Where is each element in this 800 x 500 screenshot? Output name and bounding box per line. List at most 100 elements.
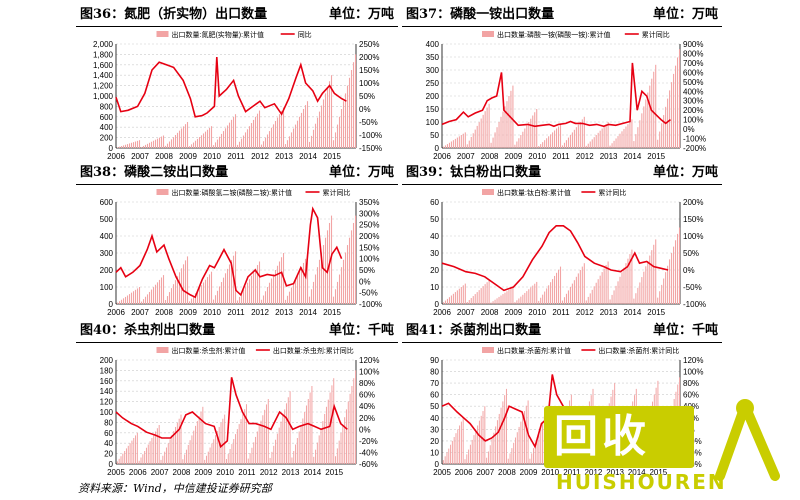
bar: [286, 295, 289, 304]
bar: [213, 439, 215, 464]
bar: [122, 298, 125, 304]
bar: [164, 145, 167, 148]
bar: [290, 287, 293, 304]
bar: [185, 449, 187, 464]
bar: [583, 116, 585, 148]
x-tick-label: 2012: [251, 152, 269, 161]
y-right-tick-label: -200%: [683, 144, 706, 153]
bar: [450, 141, 452, 148]
x-tick-label: 2015: [323, 152, 341, 161]
bar: [546, 138, 548, 148]
bar: [262, 295, 265, 304]
y-right-tick-label: -100%: [359, 300, 382, 309]
bar: [486, 107, 488, 148]
bar: [635, 134, 637, 148]
bar: [194, 140, 197, 148]
bar: [450, 295, 452, 304]
bar: [593, 137, 595, 148]
bar: [225, 459, 227, 464]
bar: [544, 291, 546, 304]
bar: [585, 145, 587, 148]
bar: [661, 123, 663, 148]
chart-unit: 单位：千吨: [328, 323, 394, 338]
y-left-tick-label: 60: [430, 391, 439, 400]
x-tick-label: 2009: [194, 468, 212, 477]
bar: [160, 277, 163, 304]
y-left-tick-label: 20: [430, 437, 439, 446]
bar: [514, 437, 516, 464]
bar: [318, 435, 320, 464]
bar: [653, 71, 655, 148]
bar: [116, 461, 118, 464]
bar: [334, 289, 337, 304]
series-line: [441, 225, 669, 292]
bar: [287, 397, 289, 464]
bar: [309, 392, 311, 464]
bar: [136, 288, 139, 304]
y-left-tick-label: 30: [430, 425, 439, 434]
x-tick-label: 2009: [505, 152, 523, 161]
bar: [228, 264, 231, 304]
y-right-tick-label: 60%: [683, 391, 699, 400]
bar: [482, 411, 484, 464]
bar: [611, 143, 613, 148]
bar: [641, 113, 643, 148]
bar: [154, 284, 157, 304]
y-left-tick-label: 500: [100, 215, 114, 224]
bar: [348, 237, 351, 304]
x-tick-label: 2006: [433, 152, 451, 161]
bar: [284, 144, 287, 148]
bar: [569, 135, 571, 148]
bar: [349, 393, 351, 464]
bar: [529, 458, 531, 464]
bar: [320, 105, 323, 148]
bar: [278, 261, 281, 304]
bar: [673, 73, 675, 148]
bar: [250, 275, 253, 304]
bar: [236, 144, 239, 148]
bar: [268, 282, 271, 304]
bar: [174, 280, 177, 304]
bar: [470, 298, 472, 304]
bar: [218, 426, 220, 464]
bar: [601, 272, 603, 304]
bar: [487, 451, 489, 464]
bar: [233, 439, 235, 464]
bar: [605, 265, 607, 304]
bar: [518, 298, 520, 304]
bar: [444, 456, 446, 464]
bar: [457, 429, 459, 464]
bar: [510, 288, 512, 304]
bar: [306, 101, 309, 148]
bar: [302, 418, 304, 464]
bar: [211, 443, 213, 464]
x-tick-label: 2014: [299, 308, 317, 317]
bar: [280, 421, 282, 464]
bar: [667, 98, 669, 148]
bar: [496, 298, 498, 304]
legend: 出口数量:杀菌剂:累计值 出口数量:杀菌剂:累计同比: [482, 346, 679, 355]
y-left-tick-label: 60: [104, 429, 113, 438]
chart-title-bar: 图38：磷酸二铵出口数量 单位：万吨: [76, 162, 398, 185]
bar: [140, 146, 143, 148]
y-right-tick-label: 250%: [359, 40, 379, 49]
bar: [453, 437, 455, 464]
bar: [300, 425, 302, 464]
y-right-tick-label: 400%: [683, 87, 703, 96]
bar: [212, 299, 215, 304]
bar: [347, 401, 349, 464]
y-left-tick-label: 10: [430, 448, 439, 457]
legend-bar-swatch: [482, 347, 494, 353]
bar: [446, 452, 448, 464]
x-tick-label: 2010: [203, 152, 221, 161]
bar: [575, 276, 577, 304]
bar: [196, 138, 199, 148]
legend-bar-swatch: [482, 31, 494, 37]
bar: [342, 101, 345, 148]
bar: [151, 438, 153, 464]
x-tick-label: 2014: [303, 468, 321, 477]
bar: [333, 378, 335, 464]
bar: [613, 290, 615, 304]
chart-title-bar: 图41：杀菌剂出口数量 单位：千吨: [402, 320, 722, 343]
